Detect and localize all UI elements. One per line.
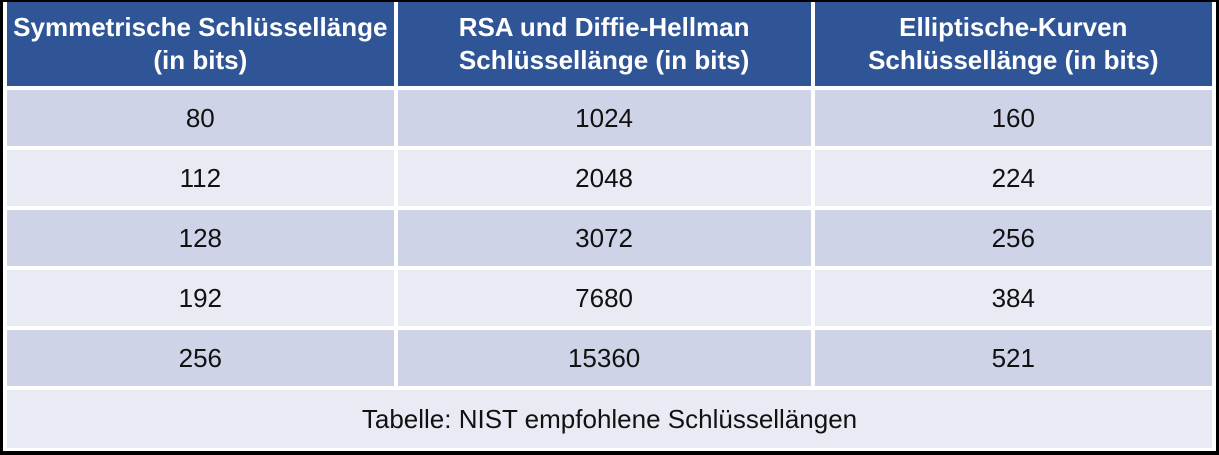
table-row: 256 15360 521 [7, 330, 1212, 386]
table-caption: Tabelle: NIST empfohlene Schlüssellängen [7, 390, 1212, 448]
data-cell: 521 [814, 330, 1212, 386]
data-cell: 384 [814, 270, 1212, 326]
data-cell: 128 [7, 210, 394, 266]
header-row: Symmetrische Schlüssellänge (in bits) RS… [7, 2, 1212, 86]
data-cell: 160 [814, 90, 1212, 146]
table-row: 128 3072 256 [7, 210, 1212, 266]
nist-key-length-table: Symmetrische Schlüssellänge (in bits) RS… [3, 2, 1216, 451]
data-cell: 256 [7, 330, 394, 386]
data-cell: 80 [7, 90, 394, 146]
header-cell-symmetric: Symmetrische Schlüssellänge (in bits) [7, 2, 394, 86]
data-cell: 1024 [397, 90, 811, 146]
table-row: 192 7680 384 [7, 270, 1212, 326]
caption-row: Tabelle: NIST empfohlene Schlüssellängen [7, 390, 1212, 448]
data-cell: 112 [7, 150, 394, 206]
data-cell: 3072 [397, 210, 811, 266]
data-cell: 15360 [397, 330, 811, 386]
data-cell: 224 [814, 150, 1212, 206]
data-cell: 2048 [397, 150, 811, 206]
header-cell-rsa-dh: RSA und Diffie-Hellman Schlüssellänge (i… [397, 2, 811, 86]
header-cell-ecc: Elliptische-Kurven Schlüssellänge (in bi… [814, 2, 1212, 86]
table-row: 112 2048 224 [7, 150, 1212, 206]
data-cell: 256 [814, 210, 1212, 266]
data-cell: 7680 [397, 270, 811, 326]
data-cell: 192 [7, 270, 394, 326]
table-row: 80 1024 160 [7, 90, 1212, 146]
